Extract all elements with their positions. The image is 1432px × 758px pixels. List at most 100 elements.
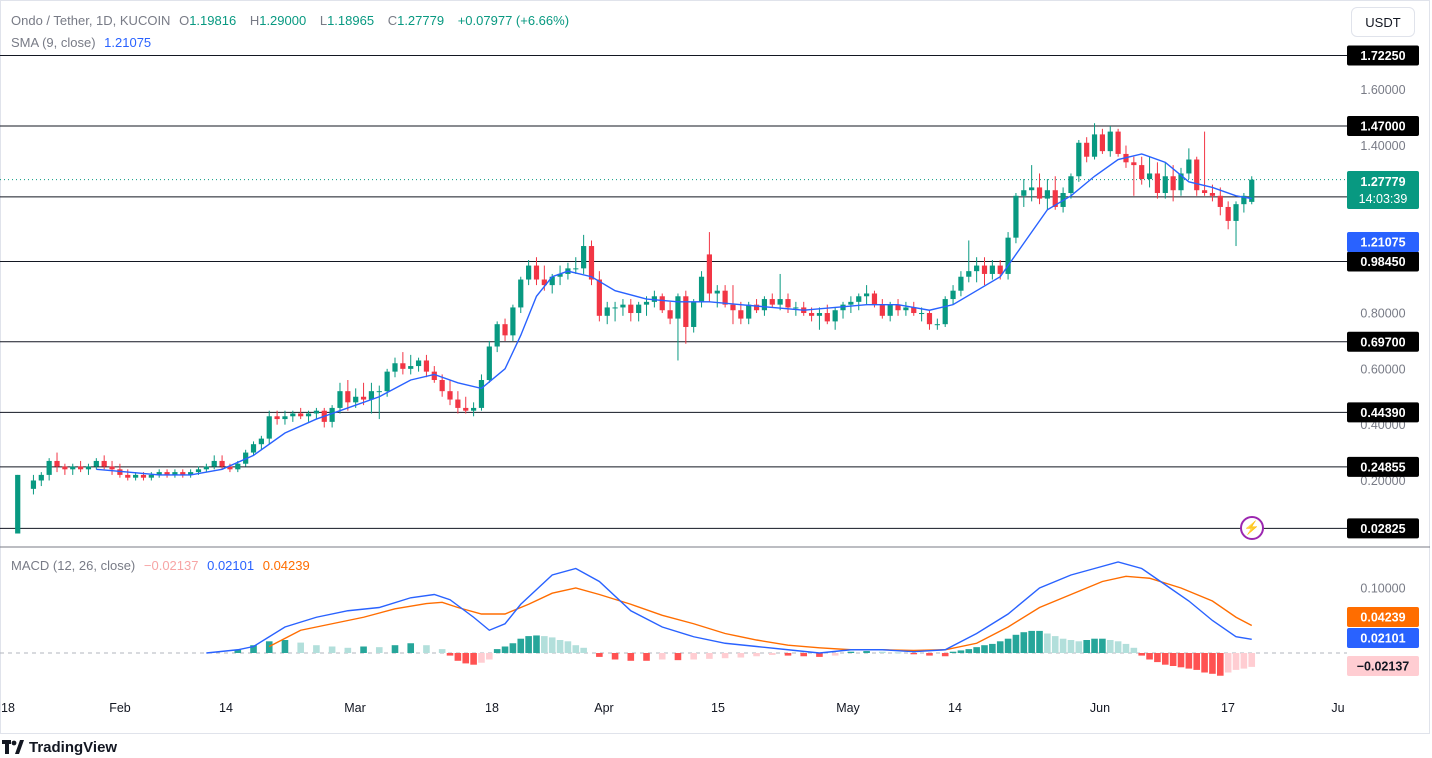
macd-histogram-bar [478,653,485,663]
close-label: C [387,13,398,28]
sma-legend[interactable]: SMA (9, close) 1.21075 [11,35,156,50]
candle-body [447,391,453,400]
symbol-legend: Ondo / Tether, 1D, KUCOIN O1.19816 H1.29… [11,13,574,28]
macd-legend[interactable]: MACD (12, 26, close) −0.02137 0.02101 0.… [11,558,315,573]
macd-histogram-bar [1161,653,1169,665]
candle [895,299,901,316]
macd-histogram-bar [1067,640,1075,653]
candle [463,396,469,414]
candle-body [1170,176,1176,191]
currency-button[interactable]: USDT [1351,7,1415,37]
macd-line-label: 0.02101 [1347,628,1419,648]
candle [486,340,492,383]
candle-body [981,265,988,274]
macd-histogram-bar [375,647,383,653]
candle [1233,201,1239,247]
candle [478,374,485,411]
candle-body [478,380,485,408]
tradingview-brand: TradingView [29,738,118,756]
macd-histogram-bar [1106,640,1114,653]
candle-body [250,444,257,453]
candle [856,293,862,311]
low-value: 1.18965 [327,13,375,28]
candle-body [502,324,508,336]
candle-body [109,466,115,470]
candle [832,307,838,330]
macd-histogram-bar [462,653,470,664]
candle [526,259,532,286]
symbol-title[interactable]: Ondo / Tether, 1D, KUCOIN [11,13,171,28]
macd-signal-value: 0.04239 [262,558,310,573]
x-tick-label: Feb [109,701,131,715]
candle [950,285,956,305]
candle [15,474,21,534]
candle [981,257,988,286]
candle-body [140,474,147,478]
candle-body [1029,187,1035,191]
candle [1013,193,1019,244]
candle-body [463,407,469,411]
candle-body [180,472,186,475]
open-label: O [179,13,190,28]
open-value: 1.19816 [189,13,237,28]
macd-histogram-bar [926,653,933,656]
sma-value: 1.21075 [104,35,152,50]
countdown-text: 14:03:39 [1359,192,1408,206]
candle-body [966,271,972,277]
candle-body [1139,165,1145,180]
candle-body [455,399,461,408]
price-chart[interactable]: 0.200000.400000.600000.800001.000001.200… [0,0,1432,734]
candle [1005,232,1011,280]
candle [1146,156,1153,188]
horizontal-level-label-bg [1347,402,1419,423]
candle [675,293,681,361]
lightning-bolt-icon[interactable]: ⚡ [1240,516,1264,540]
candle [1131,156,1137,196]
candle [596,271,602,322]
x-tick-label: Mar [344,701,366,715]
macd-histogram-bar [996,641,1004,653]
candle-body [282,416,288,420]
candle [211,455,217,470]
candle-body [1005,237,1011,274]
candle [966,240,972,283]
macd-histogram-bar [1169,653,1177,666]
candle [180,469,186,478]
tradingview-logo[interactable]: TradingView [2,737,117,757]
macd-histogram-bar [1083,640,1090,653]
macd-histogram-bar [1114,641,1122,653]
macd-histogram-bar [1020,632,1028,653]
candle-body [808,313,815,316]
candle [408,354,414,375]
sma-label: SMA (9, close) [11,35,96,50]
candle-body [471,407,477,411]
candle-body [667,310,673,319]
macd-line-value: 0.02101 [207,558,255,573]
candle [1139,156,1145,185]
candle [926,310,933,330]
candle [156,469,162,478]
candle-body [816,313,823,316]
candle [164,469,170,478]
macd-histogram-bar [910,653,918,655]
candle [942,296,948,327]
tradingview-logo-icon [2,740,24,754]
candle-body [691,301,697,327]
candle-body [706,254,712,294]
macd-histogram-bar [533,635,540,653]
x-tick-label: 18 [485,701,499,715]
candle [360,382,367,406]
macd-histogram-bar [281,640,289,653]
candle [266,410,272,445]
candle [329,405,335,428]
macd-histogram-bar [863,651,870,653]
candle-body [879,304,885,316]
candle-body [1076,142,1082,177]
candle [573,257,579,274]
macd-histogram-bar [454,653,462,661]
macd-histogram-bar [446,653,454,656]
candle [1194,156,1200,196]
candle [659,293,665,314]
candle-body [85,466,92,470]
macd-histogram-bar [1004,638,1012,653]
